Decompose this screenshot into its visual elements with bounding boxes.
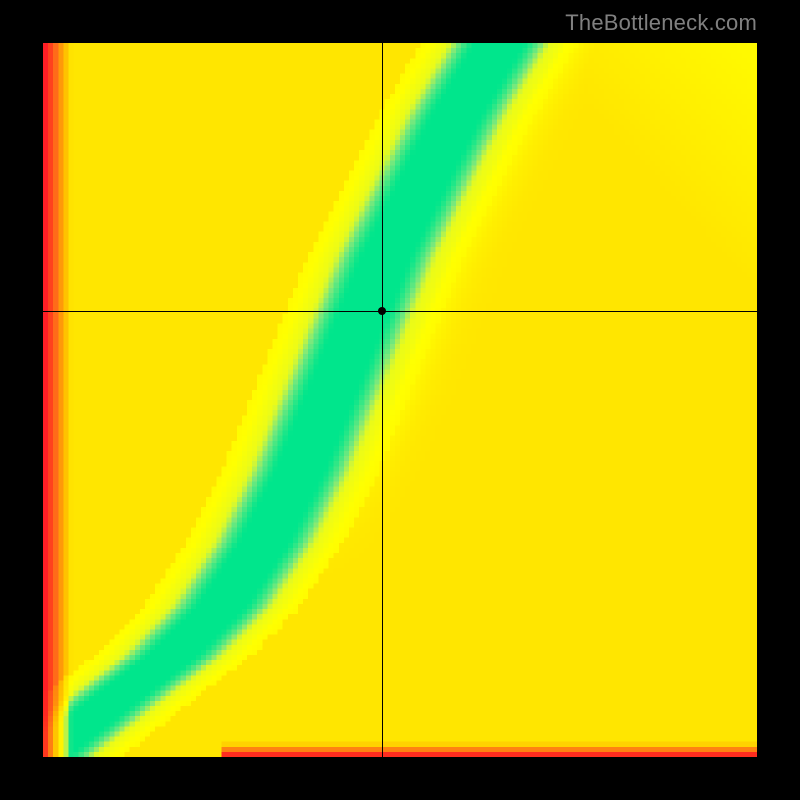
crosshair-horizontal <box>43 311 757 312</box>
heatmap-canvas <box>43 43 757 757</box>
marker-point <box>378 307 386 315</box>
crosshair-vertical <box>382 43 383 757</box>
chart-frame: TheBottleneck.com <box>0 0 800 800</box>
plot-area <box>43 43 757 757</box>
watermark-text: TheBottleneck.com <box>565 10 757 36</box>
